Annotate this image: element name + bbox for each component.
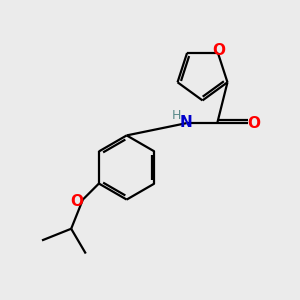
Text: N: N xyxy=(180,115,192,130)
Text: O: O xyxy=(247,116,260,130)
Text: H: H xyxy=(172,109,181,122)
Text: O: O xyxy=(212,43,225,58)
Text: O: O xyxy=(70,194,83,209)
